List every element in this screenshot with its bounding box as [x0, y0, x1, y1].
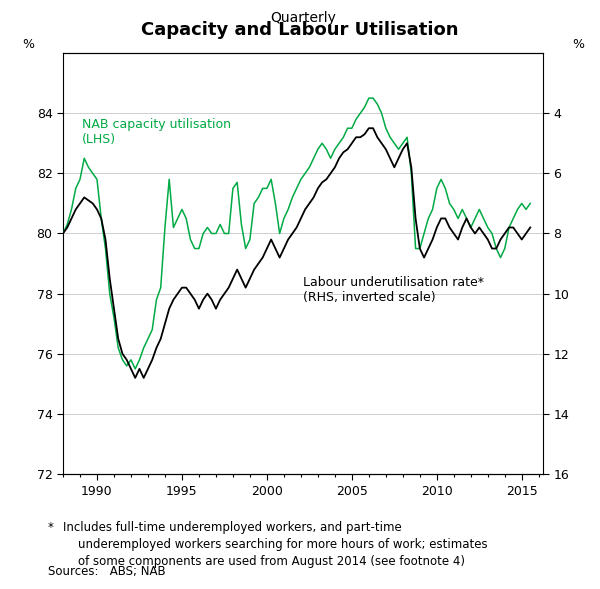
- Text: Capacity and Labour Utilisation: Capacity and Labour Utilisation: [141, 21, 459, 39]
- Text: *: *: [48, 521, 54, 534]
- Text: %: %: [22, 38, 34, 51]
- Text: %: %: [572, 38, 584, 51]
- Title: Quarterly: Quarterly: [270, 11, 336, 25]
- Text: Includes full-time underemployed workers, and part-time
    underemployed worker: Includes full-time underemployed workers…: [63, 521, 488, 568]
- Text: Labour underutilisation rate*
(RHS, inverted scale): Labour underutilisation rate* (RHS, inve…: [303, 276, 484, 304]
- Text: NAB capacity utilisation
(LHS): NAB capacity utilisation (LHS): [82, 118, 231, 146]
- Text: Sources:   ABS; NAB: Sources: ABS; NAB: [48, 565, 166, 578]
